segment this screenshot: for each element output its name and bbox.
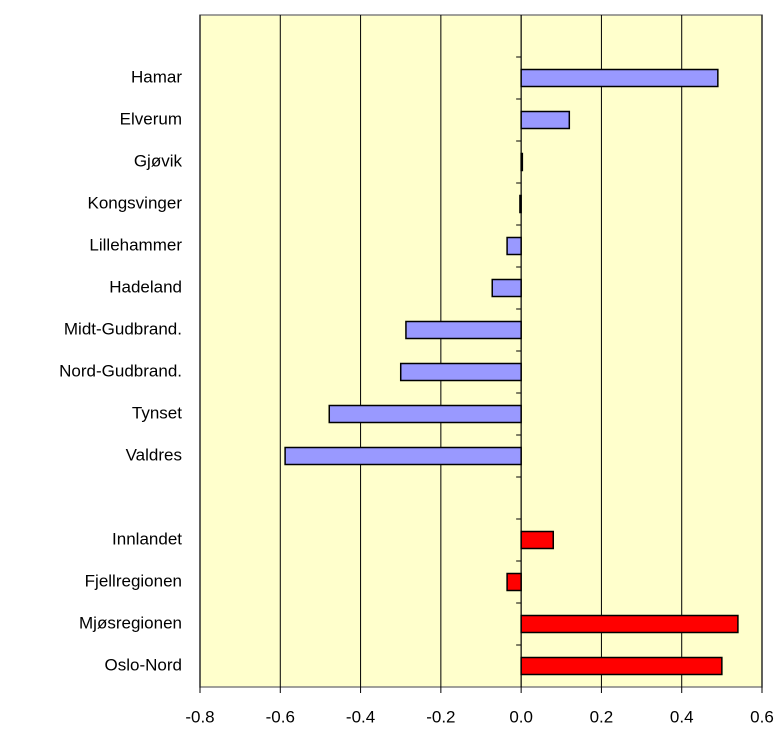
y-tick-label: Mjøsregionen: [79, 613, 182, 632]
bar: [520, 530, 555, 550]
bar: [520, 68, 719, 88]
y-tick-label: Innlandet: [112, 529, 182, 548]
y-tick-label: Tynset: [132, 403, 182, 422]
x-tick-label: -0.8: [185, 707, 214, 726]
x-tick-label: 0.2: [590, 707, 614, 726]
x-tick-label: -0.6: [266, 707, 295, 726]
bar: [405, 320, 522, 340]
y-tick-label: Midt-Gudbrand.: [64, 319, 182, 338]
y-tick-label: Nord-Gudbrand.: [59, 361, 182, 380]
bar: [506, 572, 522, 592]
x-tick-label: 0.0: [509, 707, 533, 726]
y-tick-label: Hamar: [131, 67, 182, 86]
x-tick-label: 0.6: [750, 707, 774, 726]
y-tick-label: Elverum: [120, 109, 182, 128]
bar: [491, 278, 522, 298]
bar: [399, 362, 522, 382]
bar: [520, 110, 571, 130]
plot-area: [199, 14, 763, 688]
y-tick-label: Gjøvik: [134, 151, 183, 170]
bar: [284, 446, 522, 466]
bar: [328, 404, 522, 424]
y-tick-label: Valdres: [126, 445, 182, 464]
x-tick-label: 0.4: [670, 707, 694, 726]
bar: [506, 236, 522, 256]
bar: [519, 194, 522, 214]
bar: [520, 152, 524, 172]
y-tick-label: Oslo-Nord: [105, 655, 182, 674]
bar: [520, 656, 723, 676]
y-tick-label: Kongsvinger: [87, 193, 182, 212]
bar: [520, 614, 739, 634]
y-tick-label: Hadeland: [109, 277, 182, 296]
x-tick-label: -0.2: [426, 707, 455, 726]
x-tick-label: -0.4: [346, 707, 375, 726]
y-tick-label: Lillehammer: [89, 235, 182, 254]
y-tick-label: Fjellregionen: [85, 571, 182, 590]
